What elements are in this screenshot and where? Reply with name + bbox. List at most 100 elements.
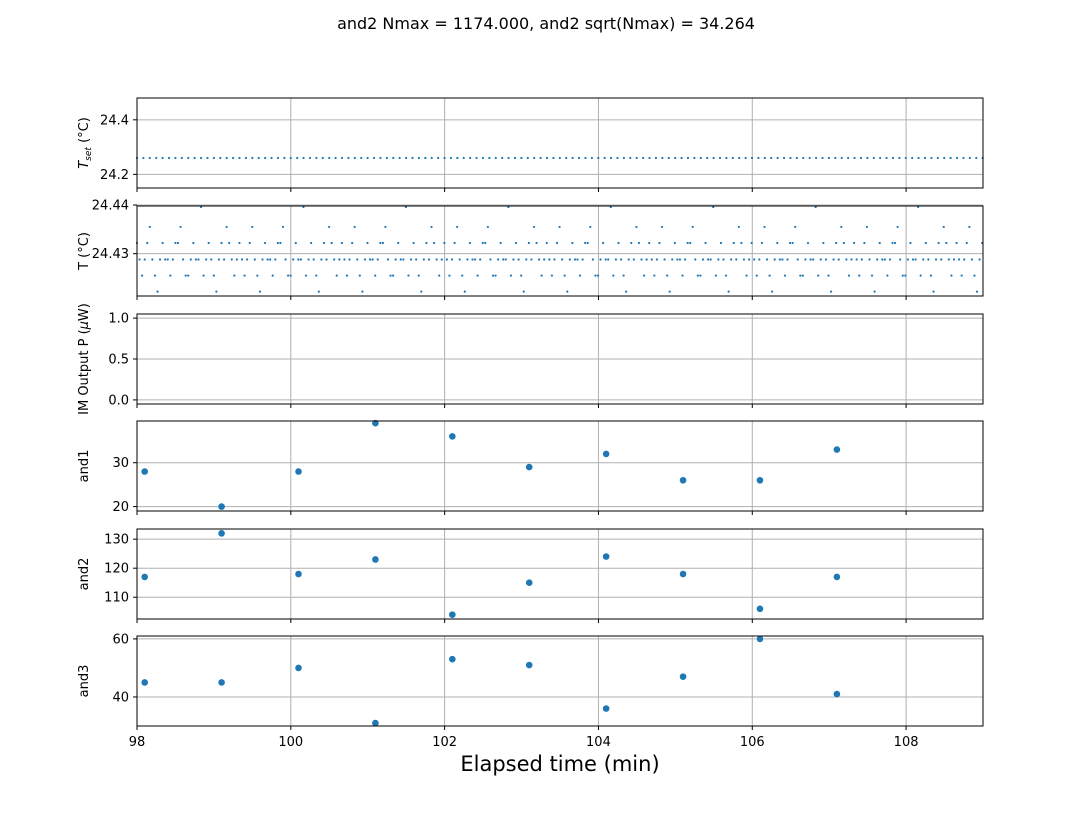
data-point: [281, 225, 285, 229]
data-point: [443, 241, 446, 245]
data-point: [973, 274, 976, 277]
data-point: [589, 225, 592, 229]
data-point: [251, 225, 254, 229]
panel-and2: 110 120 130 and2: [77, 528, 984, 623]
data-point: [533, 156, 536, 160]
data-point: [718, 156, 722, 160]
data-point: [660, 225, 664, 229]
y-tick-label: 0.5: [108, 353, 129, 368]
data-point: [274, 258, 277, 261]
data-point: [756, 476, 764, 484]
data-point: [795, 156, 798, 160]
data-point: [351, 241, 354, 245]
data-point: [379, 156, 382, 160]
data-point: [449, 433, 456, 440]
data-point: [469, 156, 472, 160]
data-point: [845, 258, 848, 261]
data-point: [404, 156, 408, 160]
data-point: [545, 241, 548, 245]
data-point: [225, 156, 228, 160]
data-point: [537, 258, 541, 261]
data-point: [796, 258, 799, 261]
data-point: [806, 241, 810, 245]
data-point: [225, 225, 228, 229]
data-point: [411, 156, 414, 160]
data-point: [607, 258, 610, 261]
data-point: [449, 156, 453, 160]
data-point: [778, 258, 781, 261]
data-point: [653, 274, 656, 277]
data-point: [860, 258, 863, 261]
data-point: [361, 290, 364, 293]
data-point: [312, 258, 315, 261]
data-point: [206, 156, 209, 160]
y-tick-label: 24.2: [100, 168, 129, 183]
data-point: [648, 156, 651, 160]
data-point: [599, 258, 602, 261]
data-point: [617, 241, 620, 245]
data-point: [707, 258, 710, 261]
data-point: [612, 274, 615, 277]
data-point: [765, 258, 769, 261]
data-point: [679, 570, 687, 578]
data-point: [958, 258, 961, 261]
data-point: [386, 258, 390, 261]
data-point: [781, 258, 784, 261]
data-point: [484, 241, 487, 245]
axes-frame: [136, 635, 984, 727]
data-point: [325, 258, 328, 261]
data-point: [906, 258, 909, 261]
panel-tset: 24.2 24.4 Tset (°C): [77, 97, 984, 192]
data-point: [520, 274, 523, 277]
data-point: [138, 258, 141, 261]
data-point: [430, 156, 433, 160]
data-point: [876, 258, 879, 261]
data-point: [934, 258, 938, 261]
data-point: [965, 241, 968, 245]
data-point: [514, 241, 518, 245]
data-point: [635, 156, 638, 160]
data-point: [263, 241, 267, 245]
data-point: [699, 156, 702, 160]
data-point: [445, 258, 448, 261]
data-point: [427, 258, 431, 261]
data-point: [730, 258, 733, 261]
data-point: [322, 241, 326, 245]
data-point: [219, 156, 222, 160]
data-point: [304, 274, 308, 277]
data-point: [794, 225, 797, 229]
x-tick-label: 106: [740, 735, 765, 750]
panel-im_power: 0.0 0.5 1.0 IM Output P (μW): [77, 303, 984, 415]
data-point: [550, 274, 553, 277]
data-point: [970, 258, 974, 261]
data-point: [327, 225, 331, 229]
data-point: [430, 225, 433, 229]
data-point: [171, 258, 174, 261]
data-point: [449, 655, 456, 663]
data-point: [681, 274, 684, 277]
data-point: [863, 241, 866, 245]
data-point: [412, 241, 415, 245]
y-axis-label: IM Output P (μW): [77, 303, 92, 415]
data-point: [603, 156, 606, 160]
data-point: [950, 274, 953, 277]
data-point: [755, 274, 758, 277]
data-point: [648, 241, 651, 245]
data-point: [661, 156, 664, 160]
data-point: [153, 274, 157, 277]
data-point: [850, 258, 853, 261]
data-point: [658, 241, 661, 245]
data-point: [228, 241, 231, 245]
data-point: [571, 241, 574, 245]
data-point: [945, 241, 948, 245]
data-point: [212, 156, 215, 160]
data-point: [978, 258, 981, 261]
data-point: [699, 274, 702, 277]
x-tick-label: 102: [432, 735, 457, 750]
data-point: [776, 156, 779, 160]
data-point: [392, 156, 395, 160]
data-point: [287, 274, 290, 277]
axes-frame: [136, 205, 984, 297]
data-point: [513, 156, 517, 160]
data-point: [847, 156, 850, 160]
